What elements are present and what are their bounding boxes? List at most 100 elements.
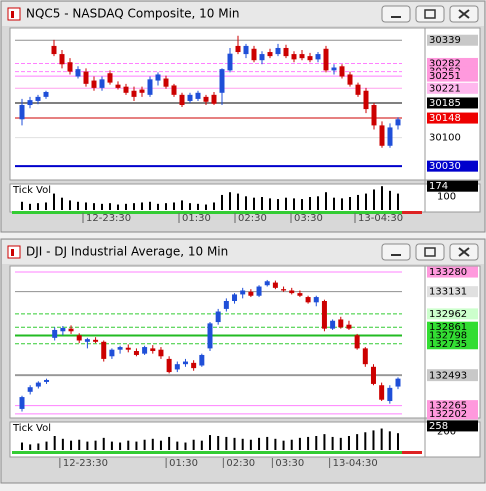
candle-body [297, 293, 303, 296]
minimize-button[interactable] [381, 243, 411, 261]
volume-bar [258, 437, 261, 450]
level-box [427, 408, 478, 420]
candle-body [182, 361, 188, 365]
volume-bar [325, 192, 327, 210]
time-label: 03:30 [275, 458, 304, 469]
candle-body [283, 47, 289, 57]
candle-body [83, 71, 89, 84]
level-box [427, 57, 478, 69]
candle-body [43, 91, 49, 97]
volume-bar [181, 200, 183, 210]
candle-body [195, 92, 201, 99]
candle-body [199, 354, 205, 366]
candle-body [264, 281, 270, 286]
candle-body [223, 301, 229, 309]
volume-bar [323, 434, 326, 450]
minimize-button[interactable] [381, 5, 411, 23]
volume-bar [53, 193, 55, 210]
level-label: 133280 [429, 267, 467, 278]
maximize-glyph [424, 9, 436, 19]
volume-bar [301, 199, 303, 210]
volume-bar [241, 438, 244, 450]
candle-body [331, 67, 337, 71]
volume-bar [61, 197, 63, 210]
candle-body [115, 84, 121, 88]
window-icon-mark [11, 11, 14, 18]
volume-bar [333, 197, 335, 210]
candle-body [379, 385, 385, 400]
volume-bar [233, 437, 236, 450]
time-label: 03:30 [294, 213, 323, 224]
candle-body [323, 48, 329, 71]
session-bar [12, 451, 402, 454]
y-tick-label: 30100 [429, 133, 461, 144]
candle-body [68, 328, 74, 332]
candle-body [131, 90, 137, 97]
volume-label: Tick Vol [12, 185, 51, 196]
level-label: 132735 [429, 339, 467, 350]
candle-body [219, 69, 225, 93]
volume-bar [192, 439, 195, 450]
volume-bar [205, 204, 207, 210]
volume-bar [365, 193, 367, 210]
candle-body [272, 282, 278, 288]
candle-body [35, 382, 41, 387]
candle-body [395, 119, 401, 126]
volume-bar [149, 201, 151, 210]
candle-body [163, 78, 169, 87]
level-box [427, 97, 478, 109]
candle-body [363, 90, 369, 110]
volume-bar [341, 198, 343, 210]
volume-bar [372, 430, 375, 450]
level-label: 132202 [429, 409, 467, 420]
volume-bar [151, 438, 154, 450]
session-bar-end [402, 211, 422, 214]
level-label: 30185 [429, 98, 461, 109]
candle-body [346, 324, 352, 329]
volume-bar [45, 202, 47, 210]
time-label: 01:30 [169, 458, 198, 469]
candle-body [203, 96, 209, 102]
candle-body [289, 290, 295, 294]
volume-bar [165, 203, 167, 210]
volume-last-label: 258 [429, 421, 448, 432]
volume-bar [261, 197, 263, 210]
level-box [427, 329, 478, 341]
volume-bar [21, 442, 23, 450]
level-box [427, 82, 478, 94]
volume-bar [293, 198, 295, 210]
volume-tick-label: 200 [437, 426, 456, 437]
candle-body [291, 54, 297, 60]
volume-bar [119, 442, 122, 450]
candle-body [19, 105, 25, 120]
volume-bar [94, 440, 97, 450]
candle-body [93, 339, 99, 342]
volume-label: Tick Vol [12, 423, 51, 434]
volume-bar [349, 197, 351, 210]
close-glyph [458, 247, 470, 257]
maximize-button[interactable] [415, 5, 445, 23]
volume-bar [266, 436, 269, 450]
candle-body [60, 327, 66, 332]
candle-body [139, 89, 145, 93]
maximize-button[interactable] [415, 243, 445, 261]
volume-bar [290, 439, 293, 450]
candle-body [166, 358, 172, 373]
candle-body [52, 329, 58, 338]
volume-bar [70, 440, 73, 450]
volume-bar [225, 436, 228, 450]
candle-body [379, 125, 385, 146]
candle-body [123, 86, 129, 93]
candle-body [267, 52, 273, 57]
volume-bar [141, 202, 143, 210]
volume-bar [53, 436, 56, 450]
candle-body [354, 335, 360, 349]
volume-bar [37, 443, 40, 450]
candle-body [19, 397, 25, 409]
candle-body [321, 301, 327, 329]
volume-bar [176, 441, 179, 450]
volume-bar [109, 203, 111, 210]
volume-bar [85, 202, 87, 210]
candle-body [187, 94, 193, 101]
level-label: 30148 [429, 113, 461, 124]
